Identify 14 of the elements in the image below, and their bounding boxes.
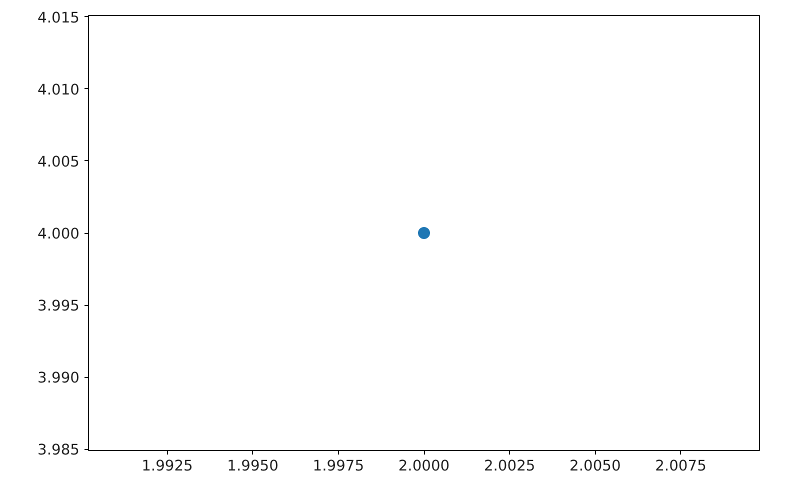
x-tick-label: 2.0025 xyxy=(484,458,536,474)
x-tick-label: 1.9975 xyxy=(312,458,364,474)
y-tick-label: 3.990 xyxy=(38,370,80,387)
y-tick-label: 4.000 xyxy=(38,226,80,242)
x-tick-label: 2.0075 xyxy=(655,458,706,474)
x-tick-label: 1.9925 xyxy=(142,458,193,474)
x-tick-label: 2.0050 xyxy=(570,458,621,474)
y-tick-label: 3.985 xyxy=(38,442,80,459)
x-tick-label: 2.0000 xyxy=(398,458,450,474)
x-tick-label: 1.9950 xyxy=(227,458,278,474)
y-tick-label: 4.010 xyxy=(38,81,80,98)
y-tick-label: 4.015 xyxy=(38,9,80,26)
y-tick-label: 3.995 xyxy=(38,298,80,315)
y-tick-label: 4.005 xyxy=(38,153,80,170)
